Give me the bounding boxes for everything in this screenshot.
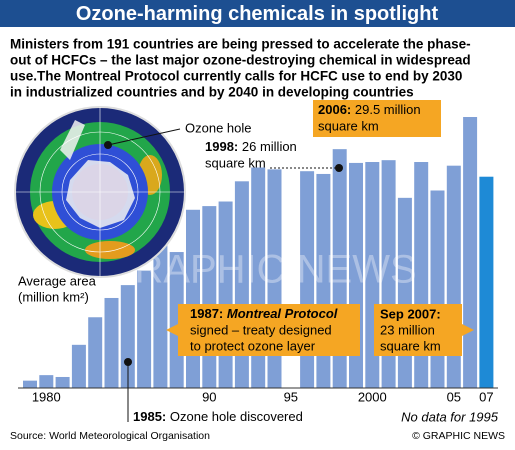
annotation-1987: to protect ozone layer [190,338,316,353]
annotation-2007: 23 million [380,322,435,337]
bar [463,117,478,388]
annotation-2007: square km [380,338,441,353]
intro-line: Ministers from 191 countries are being p… [10,37,471,52]
bar [397,197,412,388]
credit: © GRAPHIC NEWS [412,430,505,442]
intro-line: in industrialized countries and by 2040 … [10,85,414,100]
note: No data for 1995 [401,409,499,424]
annotation-2006: square km [318,118,379,133]
x-tick-label: 1980 [32,389,61,404]
ozone-hole-label: Ozone hole [185,120,252,135]
globe [14,106,186,278]
bar [186,209,200,388]
pointer-dot [335,164,343,172]
bar [137,270,152,388]
annotation-2006: 2006: 29.5 million [318,102,421,117]
annotation-box [166,304,360,356]
antarctica [66,160,135,228]
y-axis-label: (million km²) [18,289,89,304]
bar [218,201,233,388]
intro-line: use.The Montreal Protocol currently call… [10,69,462,84]
globe-blob [85,241,135,259]
title: Ozone-harming chemicals in spotlight [76,3,439,25]
bar [104,297,119,388]
annotation-2007: Sep 2007: [380,306,441,321]
annotation-1985: 1985: Ozone hole discovered [133,409,303,424]
x-tick-label: 07 [479,389,493,404]
bar [23,380,37,388]
source: Source: World Meteorological Organisatio… [10,430,210,442]
y-axis-label: Average area [18,273,97,288]
bar [153,228,168,388]
bar [430,190,445,388]
pointer-line [107,128,181,146]
annotation-1987: 1987: Montreal Protocol [190,306,338,321]
annotation-box [313,100,441,137]
peninsula [60,120,85,160]
title-bar [0,0,515,27]
bar [88,317,103,388]
annotation-box [374,304,474,356]
annotation-1998: 1998: 26 million [205,139,297,154]
annotation-1987: signed – treaty designed [190,322,332,337]
bar [202,206,217,388]
x-tick-label: 95 [284,389,298,404]
intro-line: out of HCFCs – the last major ozone-dest… [10,53,471,68]
x-tick-label: 05 [447,389,461,404]
bar [55,376,70,388]
x-tick-label: 90 [202,389,216,404]
bar [71,344,86,388]
bar [39,375,54,388]
bar [479,176,494,388]
annotation-1998: square km [205,155,266,170]
x-tick-label: 2000 [358,389,387,404]
